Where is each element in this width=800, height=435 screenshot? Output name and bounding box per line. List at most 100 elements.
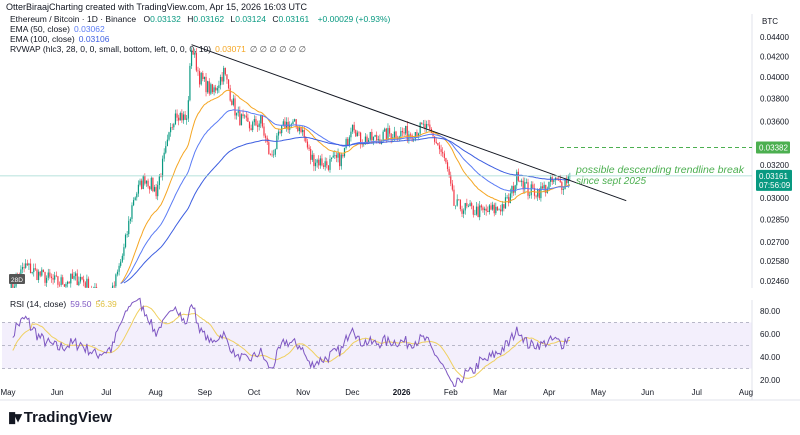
- candle-body: [171, 127, 173, 128]
- candle: [350, 127, 352, 142]
- candle: [549, 174, 552, 187]
- candle: [562, 187, 565, 195]
- price-tick: 0.02460: [760, 277, 789, 286]
- candle-body: [382, 131, 384, 141]
- candle-body: [34, 268, 36, 270]
- candle: [260, 114, 262, 129]
- candle: [316, 158, 318, 168]
- candle-body: [538, 189, 540, 199]
- candle: [171, 123, 173, 131]
- candle-body: [124, 234, 127, 248]
- candle-body: [116, 271, 119, 275]
- candle: [340, 152, 342, 170]
- candle: [498, 208, 500, 211]
- candle: [514, 184, 516, 196]
- descending-trendline[interactable]: [191, 44, 627, 202]
- candle: [335, 152, 338, 163]
- candle: [203, 76, 206, 82]
- candle-body: [155, 187, 157, 197]
- low-value: 0.03124: [235, 14, 266, 24]
- candle-body: [387, 128, 389, 141]
- candle-body: [205, 76, 207, 93]
- candle: [339, 152, 341, 170]
- tradingview-logo[interactable]: ▮▾ TradingView: [8, 408, 112, 427]
- candle: [554, 176, 556, 185]
- candle: [429, 119, 431, 131]
- candle-body: [136, 193, 138, 198]
- candle-body: [215, 87, 217, 91]
- candle: [408, 130, 410, 144]
- candle: [200, 72, 202, 86]
- candle: [174, 109, 177, 126]
- candle-body: [464, 203, 466, 211]
- candle: [422, 120, 424, 128]
- candle-body: [466, 203, 468, 207]
- candle-body: [532, 184, 534, 188]
- ema100-legend[interactable]: EMA (100, close) 0.03106: [10, 34, 109, 44]
- candle: [213, 85, 215, 96]
- candle: [184, 111, 186, 121]
- candle-body: [305, 137, 307, 142]
- candle-body: [426, 124, 428, 129]
- candle: [522, 177, 524, 194]
- candle: [424, 119, 426, 133]
- candle-body: [37, 271, 40, 281]
- candle: [496, 206, 499, 212]
- candle-body: [178, 117, 180, 121]
- candle-body: [290, 124, 292, 125]
- candle: [553, 179, 555, 184]
- rsi-value: 59.50: [70, 299, 92, 309]
- candle-body: [559, 179, 561, 183]
- candle: [75, 271, 77, 281]
- time-tick: Jun: [51, 388, 64, 397]
- candle-body: [437, 142, 439, 146]
- time-tick: Aug: [148, 388, 162, 397]
- candle-body: [274, 149, 276, 155]
- candle: [76, 269, 78, 286]
- candle-body: [334, 155, 336, 156]
- candle: [530, 181, 532, 199]
- candle-body: [366, 136, 368, 143]
- candle-body: [463, 210, 465, 214]
- candle: [44, 271, 46, 287]
- candle-body: [403, 132, 405, 134]
- annotation-line1: possible descending trendline break: [575, 165, 745, 176]
- level-marker-value: 0.03382: [759, 144, 788, 153]
- candle-body: [467, 206, 470, 207]
- candle-body: [60, 277, 62, 285]
- price-tick: 0.04000: [760, 73, 789, 82]
- pane-clip-lines: [0, 288, 800, 292]
- candle: [202, 70, 204, 82]
- candle: [244, 114, 246, 119]
- candle: [176, 109, 178, 122]
- open-label: O: [143, 14, 151, 24]
- candle: [219, 74, 222, 90]
- candle-body: [419, 122, 421, 134]
- candle-body: [197, 70, 199, 72]
- candle: [321, 153, 323, 167]
- candle: [54, 271, 56, 283]
- candle-body: [271, 154, 273, 156]
- candle: [189, 63, 191, 102]
- rvwap-legend[interactable]: RVWAP (hlc3, 28, 0, 0, small, bottom, le…: [10, 44, 306, 55]
- candle-body: [158, 176, 160, 186]
- candle: [277, 128, 280, 140]
- candle-body: [247, 117, 249, 122]
- candle-body: [492, 204, 494, 210]
- candle: [268, 138, 270, 155]
- candle: [239, 106, 241, 126]
- last-price-value: 0.03161: [759, 172, 788, 181]
- candle-body: [113, 285, 115, 287]
- candle-body: [345, 139, 347, 149]
- rsi-legend[interactable]: RSI (14, close) 59.50 56.39: [10, 299, 117, 309]
- candle-body: [73, 275, 75, 279]
- ema50-legend[interactable]: EMA (50, close) 0.03062: [10, 24, 105, 34]
- candle-body: [256, 125, 259, 127]
- candle-body: [429, 124, 431, 129]
- candle: [525, 178, 528, 184]
- candle-body: [351, 124, 354, 132]
- candle-body: [33, 268, 35, 273]
- candle-body: [134, 197, 136, 201]
- candle: [318, 155, 320, 170]
